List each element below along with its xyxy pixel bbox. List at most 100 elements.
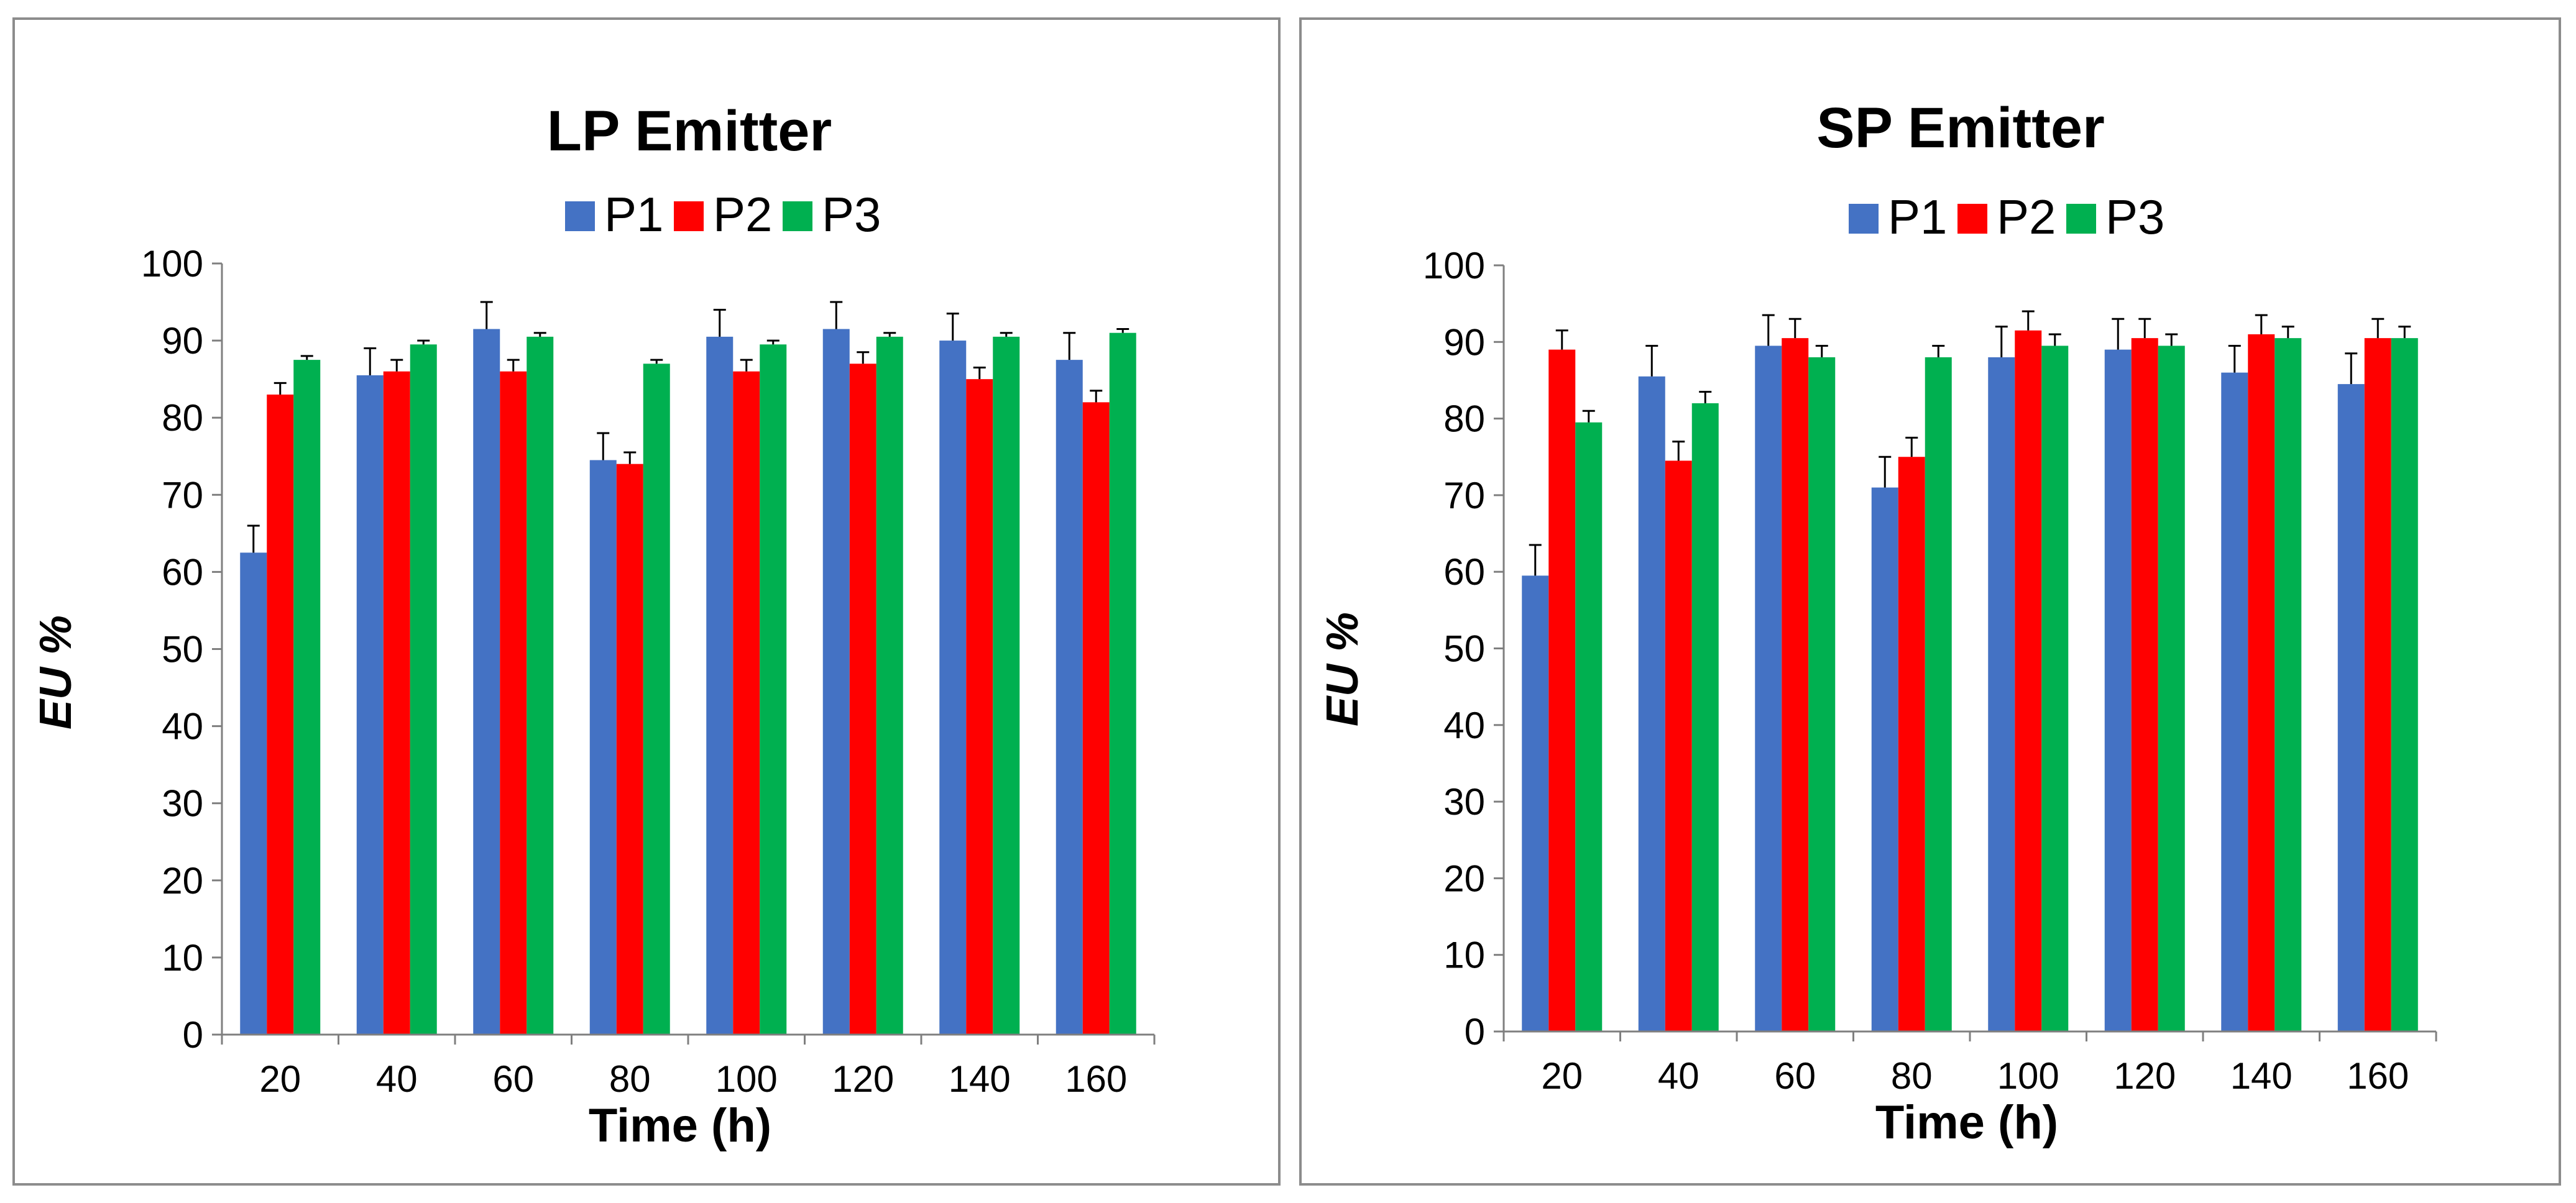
y-tick-label: 30 [162,783,203,825]
legend-label-p3: P3 [2105,190,2164,244]
y-tick-label: 0 [183,1014,203,1056]
bar-p3 [1691,403,1719,1031]
y-tick-label: 60 [1443,551,1485,593]
bar-p1 [240,552,267,1035]
plot-area: 0 10 20 30 40 50 60 70 80 90 100 20 40 60 80 100 120 140 1… [141,243,1156,1100]
sp-emitter-chart: SP Emitter P1 P2 P3 EU % Time (h) 0 10 20 3… [1318,96,2437,1149]
bar-p2 [966,379,993,1035]
y-tick-label: 80 [162,397,203,439]
x-tick-label: 140 [949,1058,1011,1100]
bar-p2 [1548,349,1576,1031]
y-tick-label: 40 [1443,705,1485,746]
y-tick-label: 80 [1443,398,1485,440]
bar-p2 [733,371,760,1035]
bar-p3 [2041,345,2069,1031]
bar-p3 [2275,338,2302,1031]
legend-swatch-p2 [1957,204,1987,234]
x-tick-label: 160 [1065,1058,1127,1100]
x-tick-label: 40 [1658,1055,1700,1097]
bar-p1 [356,375,384,1035]
y-tick-label: 70 [162,474,203,516]
plot-area: 0 10 20 30 40 50 60 70 80 90 100 20 40 60 80 100 120 140 1… [1423,245,2437,1097]
bar-p2 [383,371,410,1035]
x-tick-label: 80 [609,1058,651,1100]
y-axis-title: EU % [1318,612,1368,726]
bar-p1 [2337,384,2365,1031]
x-tick-label: 120 [832,1058,894,1100]
lp-emitter-chart-panel: LP Emitter P1 P2 P3 EU % Time (h) 0 10 20 3… [12,17,1281,1186]
x-axis-title: Time (h) [1875,1096,2058,1149]
bar-p3 [760,344,787,1035]
bar-p3 [1109,332,1136,1035]
lp-emitter-chart: LP Emitter P1 P2 P3 EU % Time (h) 0 10 20 3… [31,99,1156,1152]
legend-label-p3: P3 [822,187,881,242]
x-tick-label: 80 [1891,1055,1933,1097]
bar-p2 [849,364,876,1035]
y-tick-label: 90 [162,320,203,362]
bar-p1 [1522,575,1549,1031]
bar-p3 [293,360,321,1035]
y-tick-label: 30 [1443,781,1485,823]
y-tick-label: 70 [1443,475,1485,516]
bar-p1 [706,336,734,1035]
y-tick-label: 10 [1443,935,1485,976]
y-tick-label: 100 [1423,245,1485,286]
y-tick-label: 40 [162,706,203,748]
bar-p1 [473,329,500,1035]
legend-swatch-p3 [2066,204,2096,234]
bar-p2 [2015,330,2042,1032]
bar-p3 [2158,345,2185,1031]
x-axis-title: Time (h) [589,1099,771,1152]
bar-p1 [589,460,617,1035]
bar-p3 [643,364,670,1035]
x-tick-label: 160 [2347,1055,2409,1097]
bar-p1 [1755,345,1782,1031]
bar-p1 [939,341,967,1035]
x-tick-label: 60 [1774,1055,1816,1097]
x-tick-label: 20 [259,1058,301,1100]
y-tick-label: 90 [1443,321,1485,363]
bar-p2 [1898,457,1925,1031]
bar-p1 [1638,376,1665,1032]
bar-p3 [527,336,554,1035]
bar-p1 [822,329,850,1035]
bar-p2 [1665,460,1692,1031]
legend-swatch-p1 [1849,204,1879,234]
legend-swatch-p2 [674,201,704,231]
bar-p1 [2221,372,2248,1031]
legend-label-p1: P1 [604,187,663,242]
y-tick-label: 60 [162,551,203,593]
bar-p2 [267,394,294,1035]
y-tick-label: 20 [1443,858,1485,899]
x-tick-label: 20 [1541,1055,1583,1097]
x-tick-label: 60 [492,1058,534,1100]
bar-p3 [1808,357,1836,1032]
legend-swatch-p1 [565,201,595,231]
bar-p2 [616,464,643,1035]
bar-p2 [2364,338,2391,1031]
chart-title: SP Emitter [1816,96,2105,160]
bar-p1 [1871,487,1898,1031]
x-tick-label: 100 [715,1058,778,1100]
x-tick-label: 100 [1997,1055,2059,1097]
x-tick-label: 120 [2114,1055,2176,1097]
bar-p2 [1082,402,1110,1035]
bar-p2 [2131,338,2158,1031]
bar-p3 [2391,338,2418,1031]
bar-p2 [2248,334,2275,1031]
bar-p3 [993,336,1020,1035]
x-tick-label: 140 [2230,1055,2293,1097]
y-tick-label: 20 [162,860,203,902]
bar-p1 [1056,360,1083,1035]
bar-p3 [1925,357,1952,1032]
x-tick-label: 40 [376,1058,418,1100]
bar-p1 [1988,357,2015,1032]
y-axis-title: EU % [31,615,81,730]
legend: P1 P2 P3 [565,187,881,242]
legend-label-p2: P2 [713,187,772,242]
chart-title: LP Emitter [547,99,832,163]
legend-label-p1: P1 [1888,190,1947,244]
bar-p3 [1575,422,1603,1031]
bar-p2 [500,371,527,1035]
y-tick-label: 100 [141,243,203,285]
